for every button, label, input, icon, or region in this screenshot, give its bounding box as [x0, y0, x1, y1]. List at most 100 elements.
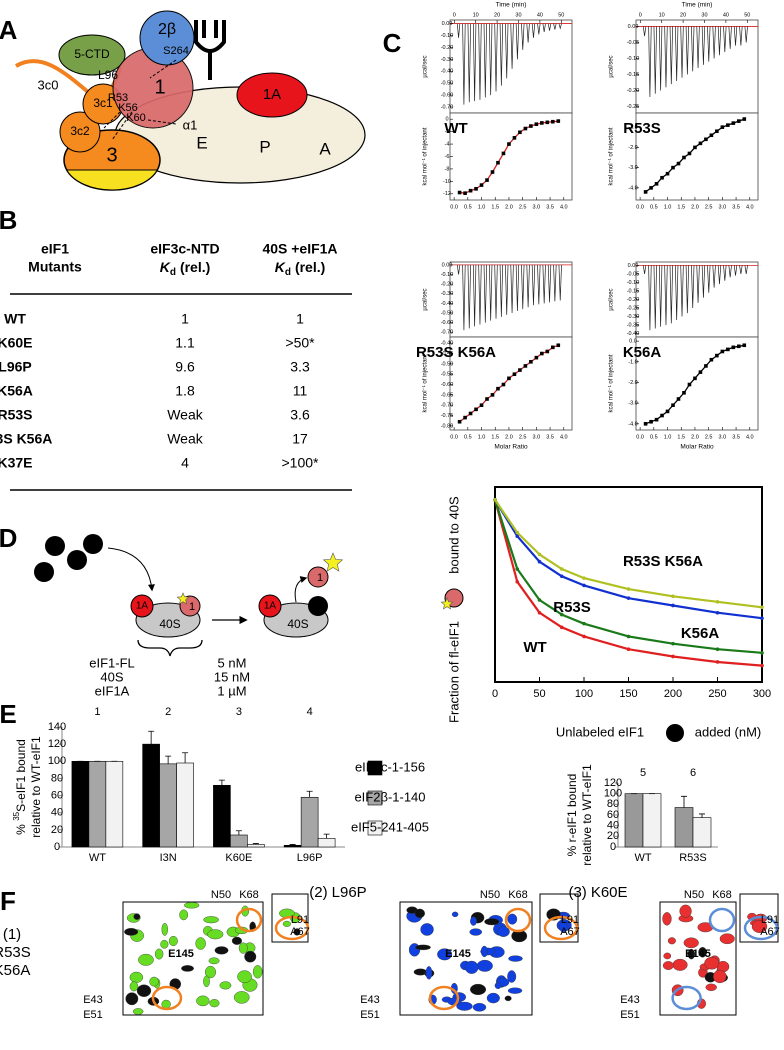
y-tick-label: -0.40 — [441, 341, 454, 347]
panel-title: (3) K60E — [568, 884, 627, 901]
nmr-peak — [136, 984, 152, 997]
eif3c-2 — [59, 111, 101, 153]
fit-point — [671, 403, 675, 407]
fit-point — [698, 141, 703, 146]
injection-peak — [642, 265, 647, 274]
fit-point — [556, 343, 561, 348]
condition-name: 40S — [100, 669, 123, 684]
mutant-name: R53S — [0, 944, 31, 961]
nmr-peak — [219, 981, 232, 990]
x-tick-label: 1.5 — [677, 204, 685, 210]
highlight-ring — [274, 915, 310, 941]
nmr-peak — [237, 970, 252, 984]
x-tick-label: 0.0 — [450, 204, 458, 210]
y-tick-label: -0.45 — [441, 351, 454, 357]
injection-peak — [680, 26, 684, 78]
fit-point — [720, 349, 725, 354]
y-tick-label: -0.55 — [441, 372, 454, 378]
panel-index: (2) — [309, 884, 327, 901]
injection-peak — [537, 23, 541, 35]
panel-letter: E — [0, 699, 17, 729]
x-tick-label: 2.5 — [519, 434, 527, 440]
injection-peak — [510, 264, 514, 313]
label: eIF1 — [41, 241, 69, 257]
table-cell: 3.3 — [290, 359, 310, 375]
x-tick-label: 150 — [619, 688, 637, 700]
injection-peak — [489, 264, 493, 321]
nmr-peak — [244, 950, 257, 963]
nmr-peak — [168, 935, 178, 947]
fit-point — [485, 178, 489, 182]
axis-title: Time (min) — [682, 2, 713, 9]
table-cell: 1 — [296, 311, 304, 327]
y-tick-label: 0.00 — [442, 21, 453, 27]
fit-point — [556, 119, 561, 123]
nmr-peak — [679, 904, 692, 918]
y-tick-label: 140 — [48, 721, 66, 733]
data-point — [671, 594, 675, 599]
y-tick-label: 0 — [610, 841, 616, 853]
y-tick-label: -10 — [443, 179, 451, 185]
injection-peak — [739, 265, 743, 274]
label: K60 — [126, 112, 146, 124]
injection-peak — [675, 265, 679, 320]
y-tick-label: -0.10 — [627, 280, 640, 286]
nmr-peak — [238, 942, 248, 954]
x-tick-label: 20 — [680, 12, 686, 18]
injection-peak — [728, 26, 732, 49]
injection-peak — [664, 26, 668, 88]
label: 3c0 — [38, 77, 59, 92]
fit-point — [507, 142, 511, 146]
nmr-peak — [129, 971, 144, 983]
x-tick-label: I3N — [160, 852, 177, 864]
nmr-peak — [486, 992, 500, 1004]
y-tick-label: -0.60 — [441, 320, 454, 326]
label: 1 — [154, 76, 165, 98]
fit-point — [529, 360, 533, 364]
axis-title: Time (min) — [496, 2, 527, 9]
nmr-peak — [507, 987, 523, 994]
label: E43 — [83, 994, 103, 1006]
x-tick-label: 200 — [664, 688, 682, 700]
released-eif1 — [307, 566, 329, 588]
legend-swatch — [367, 760, 383, 776]
fit-point — [715, 129, 719, 134]
fit-point — [496, 160, 500, 165]
nmr-peak — [124, 928, 139, 936]
data-point — [493, 497, 497, 502]
y-tick-label: 60 — [607, 809, 619, 821]
injection-peak — [717, 26, 722, 56]
nmr-peak — [469, 928, 482, 936]
nmr-peak — [470, 983, 487, 996]
fit-point — [540, 121, 544, 125]
fit-point — [643, 190, 648, 194]
nmr-peak — [497, 926, 510, 937]
bar — [674, 807, 694, 848]
y-tick-label: -0.70 — [441, 403, 454, 409]
nmr-peak — [233, 991, 250, 1004]
injection-peak — [553, 264, 557, 302]
data-point — [582, 576, 586, 580]
label: A — [319, 139, 331, 158]
highlight-ring — [428, 985, 460, 1011]
condition-name: eIF1A — [95, 683, 130, 698]
nmr-peak — [420, 923, 434, 936]
label: 1 — [672, 728, 678, 740]
nmr-peak — [687, 948, 695, 960]
nmr-peak — [451, 911, 459, 918]
injection-peak — [717, 265, 722, 285]
kd-symbol: K — [275, 259, 286, 275]
fit-point — [479, 183, 484, 187]
y-tick-label: 120 — [48, 738, 66, 750]
y-tick-label: -4 — [445, 142, 450, 148]
x-tick-label: 1.5 — [491, 434, 499, 440]
x-tick-label: 0.0 — [450, 434, 458, 440]
legend-label: eIF2β-1-140 — [354, 789, 425, 804]
star-label — [176, 592, 190, 605]
y-tick-label: -0.75 — [441, 413, 454, 419]
x-tick-label: 50 — [533, 688, 545, 700]
axis-title: Unlabeled eIF1 — [556, 724, 644, 739]
label: N50 — [211, 889, 231, 901]
error-bar — [323, 833, 330, 839]
mutant-name: L96P — [332, 884, 367, 901]
